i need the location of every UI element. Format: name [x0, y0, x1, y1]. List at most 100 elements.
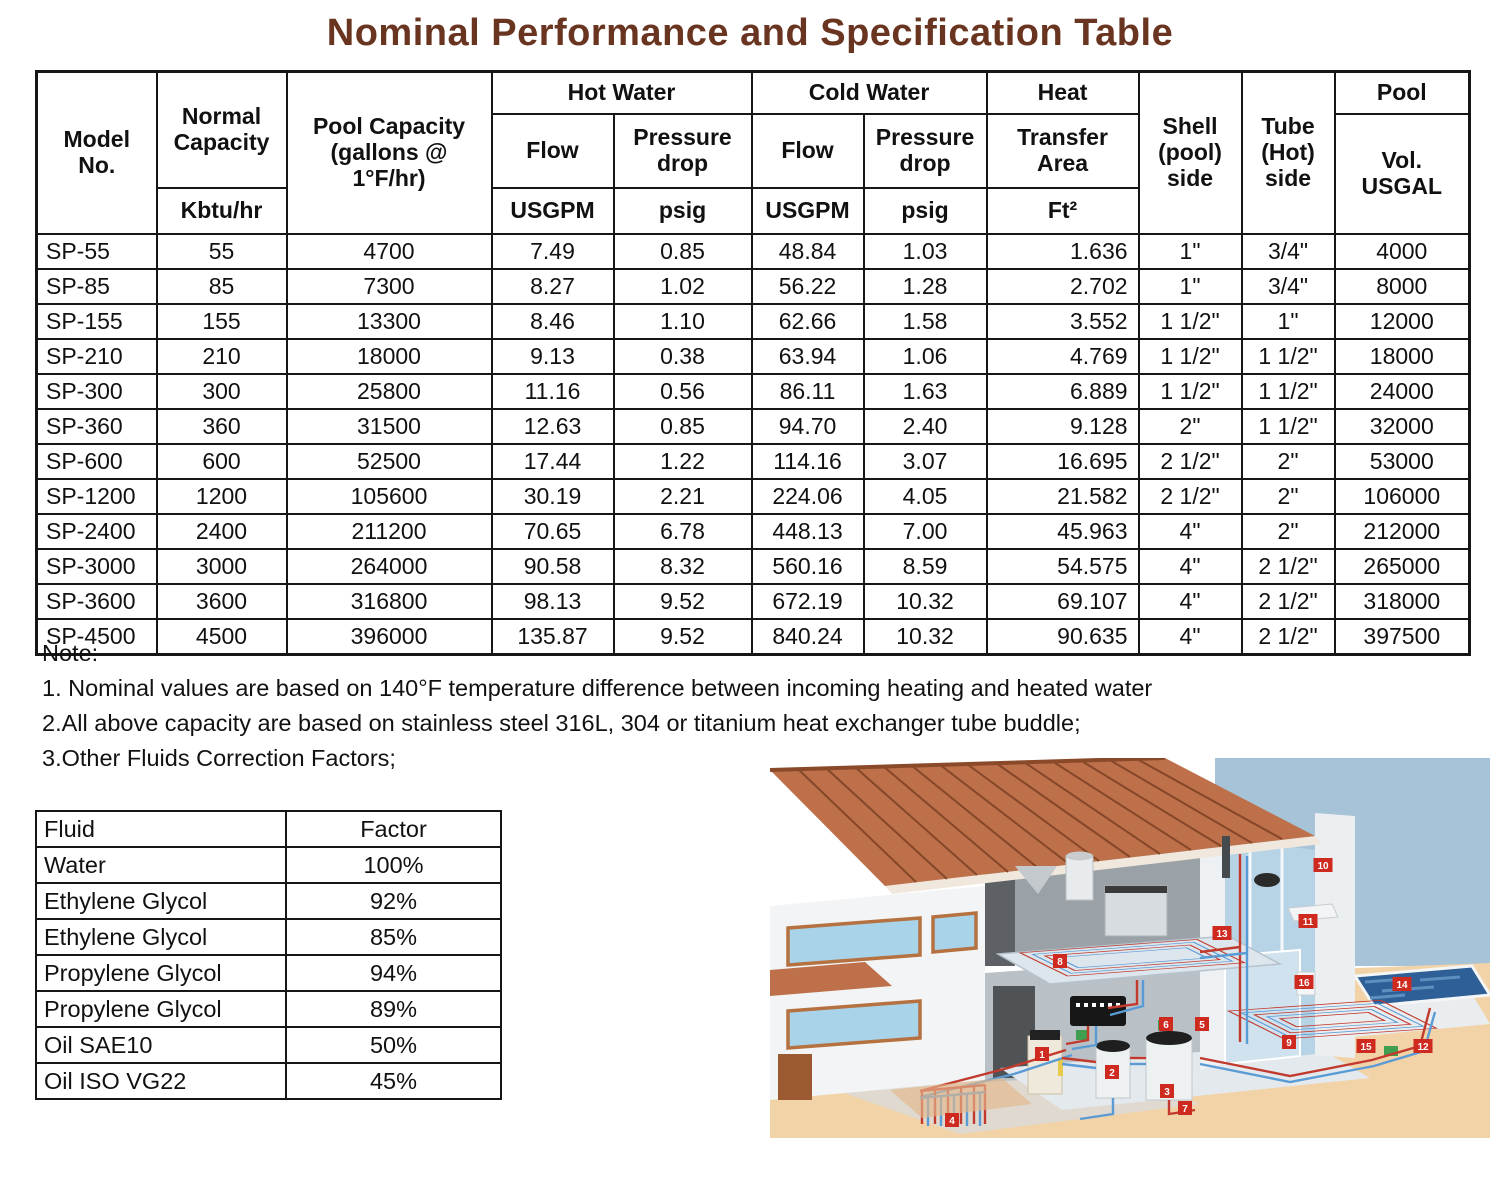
storage-tank-top: [1146, 1031, 1192, 1045]
badge-16: [1294, 975, 1314, 989]
cell-pool_vol: 265000: [1333, 548, 1471, 585]
pool-pump: [1384, 1046, 1398, 1056]
header-hot-water: Hot Water: [490, 70, 753, 115]
cell-pool_vol: 32000: [1333, 408, 1471, 445]
header-kbtu-unit: Kbtu/hr: [155, 187, 288, 235]
cell-pool_vol: 53000: [1333, 443, 1471, 480]
cell-factor: 92%: [285, 882, 502, 920]
cell-model: SP-85: [35, 268, 158, 305]
roof-ridge: [770, 758, 1166, 772]
table-row: SP-3600 3600 316800 98.13 9.52 672.19 10.32 69.…: [35, 583, 1471, 620]
cell-kbtu: 85: [155, 268, 288, 305]
shower-column: [1222, 836, 1230, 878]
badge-label: 11: [1303, 917, 1314, 928]
cell-tube: 2 1/2": [1240, 618, 1336, 656]
badge-13: [1212, 926, 1232, 940]
cell-area: 45.963: [985, 513, 1140, 550]
controller: [1070, 996, 1126, 1026]
cell-shell: 2 1/2": [1137, 443, 1243, 480]
cell-pool_vol: 4000: [1333, 233, 1471, 270]
table-row: SP-85 85 7300 8.27 1.02 56.22 1.28 2.702 1" 3/4" 8…: [35, 268, 1471, 305]
cell-tube: 2": [1240, 513, 1336, 550]
cell-cold_pd: 1.63: [862, 373, 988, 410]
header-normal-capacity: Normal Capacity: [155, 70, 288, 189]
cell-factor: 89%: [285, 990, 502, 1028]
cell-kbtu: 155: [155, 303, 288, 340]
cell-pool_capacity: 25800: [285, 373, 493, 410]
badge-label: 13: [1216, 929, 1228, 940]
badge-3: [1160, 1084, 1174, 1098]
cell-fluid: Ethylene Glycol: [35, 918, 287, 956]
cell-kbtu: 3600: [155, 583, 288, 620]
badge-1: [1035, 1047, 1049, 1061]
cell-tube: 3/4": [1240, 233, 1336, 270]
badge-label: 15: [1360, 1042, 1372, 1053]
badge-label: 5: [1199, 1020, 1205, 1031]
header-hot-pressure: Pressure drop: [612, 113, 753, 189]
cell-area: 6.889: [985, 373, 1140, 410]
cell-cold_pd: 1.06: [862, 338, 988, 375]
cell-cold_pd: 8.59: [862, 548, 988, 585]
badge-10: [1313, 858, 1333, 872]
cell-cold_flow: 62.66: [750, 303, 865, 340]
sink-counter: [1105, 886, 1167, 893]
cell-cold_flow: 840.24: [750, 618, 865, 656]
cell-fluid: Oil SAE10: [35, 1026, 287, 1064]
spec-table: Model No. Normal Capacity Pool Capacity …: [35, 70, 1472, 656]
notes-heading: Note:: [42, 640, 99, 666]
badge-5: [1195, 1017, 1209, 1031]
cell-kbtu: 360: [155, 408, 288, 445]
cell-hot_pd: 0.85: [612, 233, 753, 270]
cell-shell: 4": [1137, 583, 1243, 620]
cell-shell: 1 1/2": [1137, 373, 1243, 410]
cell-hot_pd: 1.22: [612, 443, 753, 480]
cell-cold_flow: 448.13: [750, 513, 865, 550]
water-heater-tank: [1065, 855, 1094, 901]
header-pool: Pool: [1333, 70, 1471, 115]
cell-tube: 2": [1240, 443, 1336, 480]
header-transfer-area: Transfer Area: [985, 113, 1140, 189]
cell-area: 16.695: [985, 443, 1140, 480]
cell-pool_vol: 12000: [1333, 303, 1471, 340]
cell-cold_flow: 224.06: [750, 478, 865, 515]
cell-hot_flow: 90.58: [490, 548, 615, 585]
cell-factor: 50%: [285, 1026, 502, 1064]
badge-label: 16: [1298, 978, 1310, 989]
table-row: SP-4500 4500 396000 135.87 9.52 840.24 10.32 90…: [35, 618, 1471, 656]
cell-pool_vol: 18000: [1333, 338, 1471, 375]
heat-pump-top: [1030, 1030, 1060, 1040]
cell-shell: 4": [1137, 548, 1243, 585]
cell-area: 90.635: [985, 618, 1140, 656]
buffer-tank-top: [1096, 1040, 1130, 1052]
fluid-header: Fluid: [35, 810, 287, 848]
cell-hot_pd: 1.10: [612, 303, 753, 340]
cell-pool_capacity: 4700: [285, 233, 493, 270]
badge-4: [945, 1113, 959, 1127]
badge-6: [1159, 1017, 1173, 1031]
badge-14: [1392, 977, 1412, 991]
header-hot-flow-unit: USGPM: [490, 187, 615, 235]
cell-area: 2.702: [985, 268, 1140, 305]
cell-area: 9.128: [985, 408, 1140, 445]
cell-hot_pd: 9.52: [612, 583, 753, 620]
cell-model: SP-55: [35, 233, 158, 270]
table-row: Oil ISO VG22 45%: [35, 1062, 502, 1100]
badge-label: 1: [1039, 1050, 1045, 1061]
header-tube-side: Tube (Hot) side: [1240, 70, 1336, 235]
header-area-unit: Ft²: [985, 187, 1140, 235]
cell-cold_flow: 63.94: [750, 338, 865, 375]
cell-hot_pd: 6.78: [612, 513, 753, 550]
water-heater-top: [1066, 851, 1093, 861]
header-hot-flow: Flow: [490, 113, 615, 189]
cell-kbtu: 1200: [155, 478, 288, 515]
cell-pool_capacity: 18000: [285, 338, 493, 375]
cell-cold_pd: 4.05: [862, 478, 988, 515]
ground-loop-pit: [890, 1078, 1032, 1118]
cell-hot_pd: 0.38: [612, 338, 753, 375]
cell-cold_pd: 10.32: [862, 618, 988, 656]
header-hot-psig-unit: psig: [612, 187, 753, 235]
cell-tube: 1 1/2": [1240, 338, 1336, 375]
header-cold-pressure: Pressure drop: [862, 113, 988, 189]
cell-cold_pd: 3.07: [862, 443, 988, 480]
